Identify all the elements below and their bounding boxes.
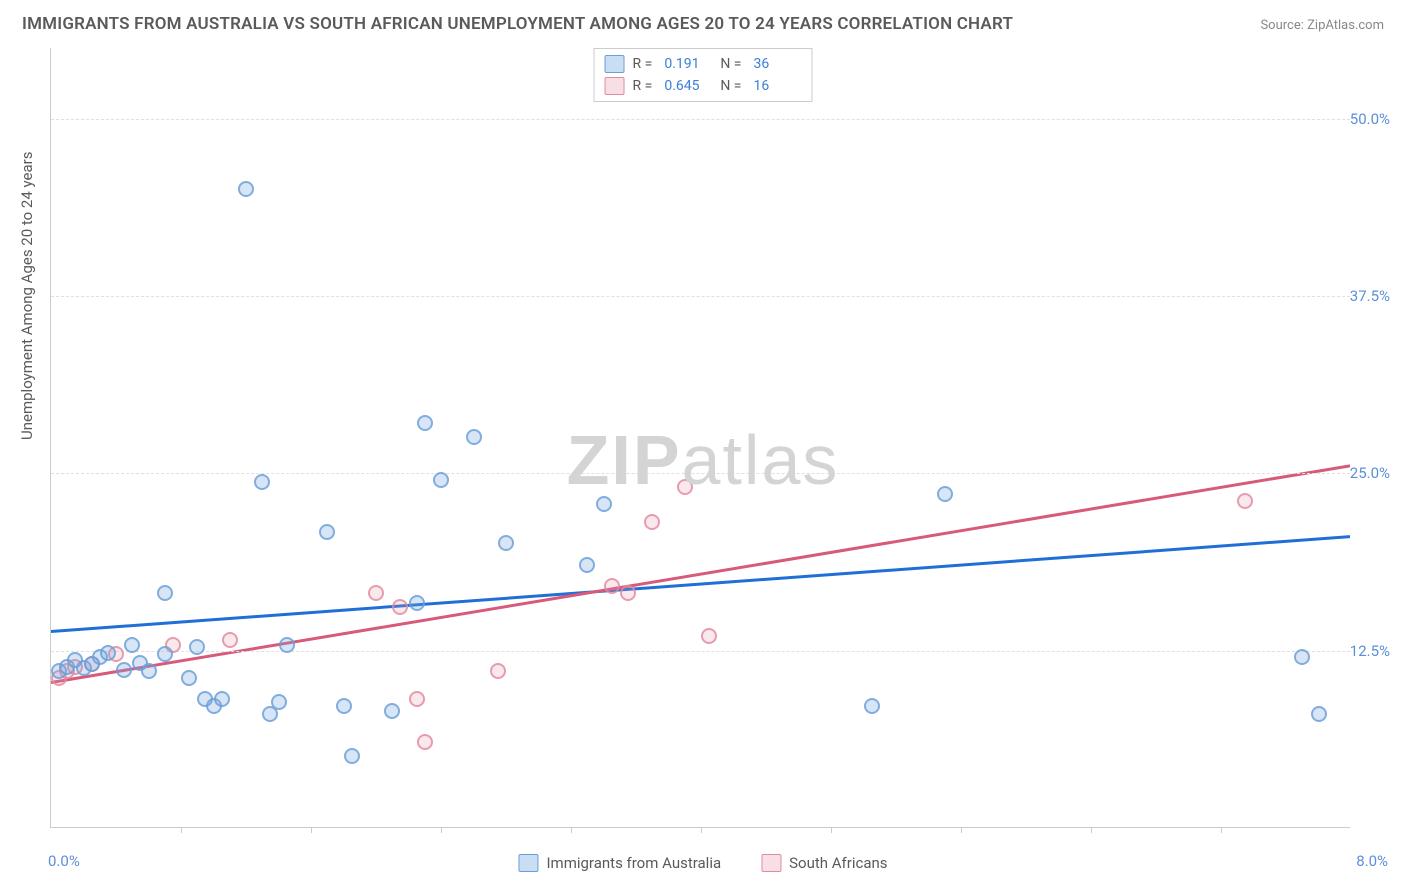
legend-item-pink: South Africans: [761, 854, 887, 872]
series-legend: Immigrants from Australia South Africans: [518, 854, 887, 872]
gridline-h: [51, 119, 1350, 120]
scatter-point-pink: [392, 599, 408, 615]
gridline-h: [51, 473, 1350, 474]
scatter-point-blue: [1311, 706, 1327, 722]
x-axis-tick: [181, 827, 182, 833]
source-name: ZipAtlas.com: [1307, 18, 1384, 33]
n-value-blue: 36: [753, 56, 801, 72]
n-label-blue: N =: [720, 56, 741, 72]
legend-row-pink: R = 0.645 N = 16: [605, 75, 802, 97]
scatter-point-pink: [677, 479, 693, 495]
scatter-point-blue: [384, 703, 400, 719]
scatter-point-blue: [189, 639, 205, 655]
chart-title: IMMIGRANTS FROM AUSTRALIA VS SOUTH AFRIC…: [22, 14, 1013, 34]
y-axis-tick-label: 37.5%: [1350, 287, 1390, 305]
scatter-point-blue: [319, 524, 335, 540]
scatter-point-blue: [417, 415, 433, 431]
source-attribution: Source: ZipAtlas.com: [1260, 18, 1384, 33]
y-axis-tick-label: 50.0%: [1350, 110, 1390, 128]
scatter-point-blue: [864, 698, 880, 714]
scatter-point-pink: [368, 585, 384, 601]
scatter-point-blue: [498, 535, 514, 551]
y-axis-label: Unemployment Among Ages 20 to 24 years: [18, 152, 36, 440]
legend-swatch-blue-bottom: [518, 854, 538, 872]
scatter-point-blue: [238, 181, 254, 197]
scatter-point-blue: [579, 557, 595, 573]
x-axis-tick: [571, 827, 572, 833]
legend-swatch-pink-bottom: [761, 854, 781, 872]
legend-swatch-blue: [605, 55, 625, 73]
scatter-point-blue: [214, 691, 230, 707]
scatter-point-blue: [254, 474, 270, 490]
scatter-point-pink: [490, 663, 506, 679]
scatter-point-blue: [596, 496, 612, 512]
scatter-point-blue: [124, 637, 140, 653]
r-label-blue: R =: [633, 56, 653, 72]
x-axis-tick: [311, 827, 312, 833]
y-axis-tick-label: 12.5%: [1350, 642, 1390, 660]
scatter-point-pink: [701, 628, 717, 644]
x-axis-tick: [1091, 827, 1092, 833]
scatter-point-blue: [1294, 649, 1310, 665]
scatter-point-blue: [466, 429, 482, 445]
n-value-pink: 16: [753, 78, 801, 94]
y-axis-tick-label: 25.0%: [1350, 464, 1390, 482]
r-value-pink: 0.645: [664, 78, 712, 94]
scatter-point-blue: [100, 645, 116, 661]
scatter-point-pink: [222, 632, 238, 648]
n-label-pink: N =: [720, 78, 741, 94]
legend-label-blue: Immigrants from Australia: [546, 854, 721, 872]
r-value-blue: 0.191: [664, 56, 712, 72]
scatter-point-blue: [409, 595, 425, 611]
trendlines-svg: [51, 48, 1350, 827]
scatter-point-blue: [344, 748, 360, 764]
gridline-h: [51, 296, 1350, 297]
legend-row-blue: R = 0.191 N = 36: [605, 53, 802, 75]
source-label: Source:: [1260, 18, 1303, 33]
scatter-point-blue: [271, 694, 287, 710]
scatter-point-blue: [157, 646, 173, 662]
scatter-point-pink: [644, 514, 660, 530]
x-axis-tick: [1221, 827, 1222, 833]
scatter-point-pink: [409, 691, 425, 707]
x-axis-tick: [701, 827, 702, 833]
x-axis-max-label: 8.0%: [1356, 852, 1388, 870]
x-axis-tick: [441, 827, 442, 833]
trendline: [51, 537, 1350, 632]
scatter-point-blue: [937, 486, 953, 502]
scatter-point-pink: [1237, 493, 1253, 509]
scatter-point-blue: [181, 670, 197, 686]
scatter-point-pink: [620, 585, 636, 601]
legend-swatch-pink: [605, 77, 625, 95]
scatter-point-blue: [433, 472, 449, 488]
scatter-point-pink: [417, 734, 433, 750]
r-label-pink: R =: [633, 78, 653, 94]
scatter-point-blue: [116, 662, 132, 678]
scatter-point-blue: [279, 637, 295, 653]
x-axis-tick: [961, 827, 962, 833]
chart-plot-area: [50, 48, 1350, 828]
scatter-point-blue: [141, 663, 157, 679]
gridline-h: [51, 651, 1350, 652]
legend-label-pink: South Africans: [789, 854, 887, 872]
x-axis-tick: [831, 827, 832, 833]
correlation-legend: R = 0.191 N = 36 R = 0.645 N = 16: [594, 48, 813, 102]
scatter-point-blue: [157, 585, 173, 601]
scatter-point-blue: [336, 698, 352, 714]
scatter-point-pink: [604, 578, 620, 594]
legend-item-blue: Immigrants from Australia: [518, 854, 721, 872]
x-axis-min-label: 0.0%: [48, 852, 80, 870]
